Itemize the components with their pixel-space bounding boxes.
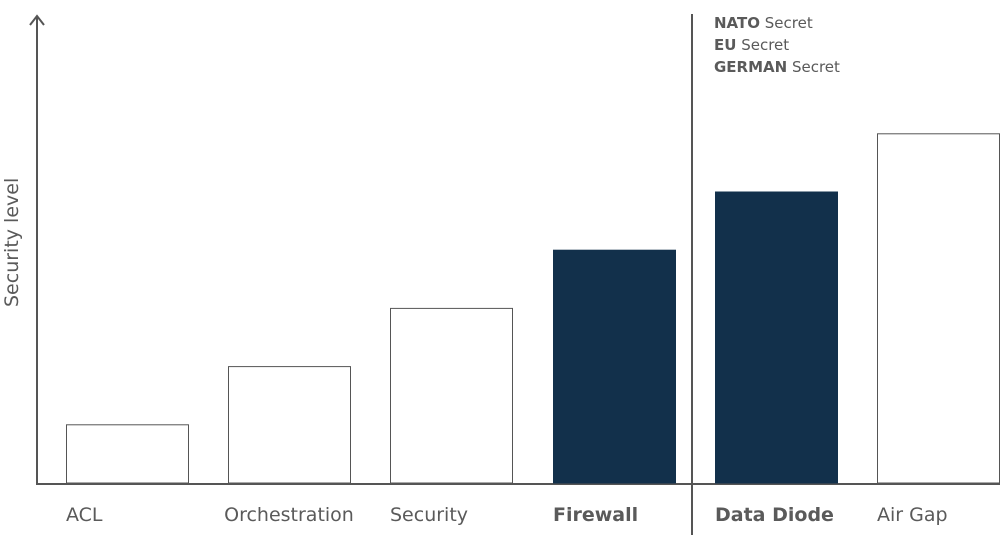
classification-label: NATO Secret: [714, 14, 813, 32]
bar-security: [390, 307, 513, 484]
y-axis-label: Security level: [1, 178, 23, 307]
x-tick-label: Security: [390, 504, 468, 526]
x-tick-label: ACL: [66, 504, 103, 526]
classification-label: GERMAN Secret: [714, 58, 840, 76]
x-tick-label: Data Diode: [715, 504, 834, 526]
bar-orchestration: [228, 366, 351, 484]
bar-acl: [66, 424, 189, 484]
y-axis-arrow-icon: [29, 14, 45, 26]
bar-air-gap: [877, 133, 1000, 484]
x-tick-label: Orchestration: [224, 504, 354, 526]
bar-data-diode: [715, 191, 838, 484]
x-tick-label: Air Gap: [877, 504, 948, 526]
bar-firewall: [553, 249, 676, 484]
x-tick-label: Firewall: [553, 504, 638, 526]
classification-label: EU Secret: [714, 36, 789, 54]
